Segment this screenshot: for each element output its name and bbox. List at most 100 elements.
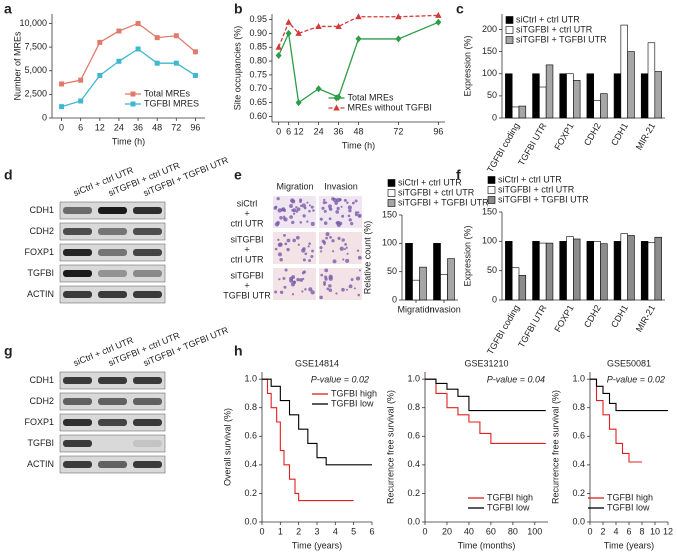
y-tick-label: 100 [482,68,497,78]
y-tick-label: 50 [387,266,397,276]
x-tick-label: 3 [314,526,319,536]
bar [586,73,594,119]
bar [539,86,547,119]
x-tick-label: 0 [259,526,264,536]
cell [283,217,288,222]
cell [325,236,329,240]
cell [307,245,310,248]
blot-band [63,249,92,256]
cell [321,239,325,243]
cell [291,220,295,225]
survival-curve [425,378,546,444]
annotation: P-value = 0.02 [607,374,665,384]
marker [192,49,198,55]
marker [275,43,282,50]
cell [279,290,284,294]
legend-label: TGFBI high [487,492,533,502]
micrograph-row-label: siTGFBI [231,270,264,280]
x-tick-label: TGFBI UTR [516,121,549,168]
legend-label: siTGFBI + TGFBI UTR [498,194,589,204]
blot-row-label: FOXP1 [24,247,54,257]
cell [323,198,326,202]
micrograph-row-label: + [244,280,249,290]
marker [333,94,340,102]
cell [289,215,293,219]
blot-band [63,398,92,405]
marker [192,72,198,78]
cell [343,248,347,251]
line [61,48,196,108]
x-tick-label: MIR-21 [634,121,657,152]
y-tick-label: 5,000 [24,65,47,75]
y-axis-label: Number of MREs [12,31,22,101]
y-tick-label: 0.75 [249,69,267,79]
y-tick-label: 0.90 [249,28,267,38]
cell [350,221,354,226]
bar [505,241,513,301]
cell [292,212,296,215]
legend-swatch [487,186,496,194]
y-axis-label: Recurrence free survival (%) [550,390,560,504]
blot-band [133,249,162,256]
x-tick-label: 8 [639,526,644,536]
cell [325,232,330,237]
bar [433,243,441,301]
bar [566,236,574,301]
x-axis-label: Time (h) [342,140,375,150]
annotation: P-value = 0.04 [487,374,545,384]
cell [283,234,286,237]
blot-band [98,228,127,235]
marker [173,33,179,39]
cell [282,276,286,280]
marker [59,104,65,110]
cell [281,207,286,211]
x-tick-label: 0 [587,526,592,536]
x-tick-label: TGFBI coding [485,303,521,356]
marker [355,13,362,20]
blot-row-label: CDH2 [29,396,54,406]
y-tick-label: 1.0 [244,374,257,384]
x-tick-label: CDH1 [609,303,630,329]
cell [340,205,343,208]
bar [505,73,513,119]
cell [345,288,348,291]
bar [593,241,601,301]
blot-band [63,228,92,235]
blot-band [98,207,127,214]
legend-swatch [505,36,514,44]
chart-title: GSE50081 [607,358,651,368]
x-tick-label: 24 [114,122,124,132]
cell [302,277,305,280]
cell [337,236,341,240]
blot-band [133,398,162,405]
blot-row-label: TGFBI [28,438,55,448]
cell [306,220,309,223]
y-axis-label: Relative count (%) [362,221,372,295]
cell [336,206,340,211]
blot-band [98,270,127,277]
marker [275,52,282,60]
y-tick-label: 150 [482,206,497,216]
bar [539,242,547,301]
cell [295,206,298,209]
cell [335,292,338,295]
cell [296,277,300,282]
x-tick-label: 2 [296,526,301,536]
legend-label: TGFBI low [607,502,650,512]
cell [356,249,360,252]
legend-label: TGFBI low [331,398,374,408]
x-tick-label: 1 [278,526,283,536]
y-tick-label: 0 [492,294,497,304]
blot-row-label: CDH1 [29,375,54,385]
y-tick-label: 0 [392,294,397,304]
x-tick-label: 4 [333,526,338,536]
cell [328,204,332,209]
panel-label: d [4,167,13,183]
cell [308,209,311,213]
y-tick-label: 0 [42,112,47,122]
x-tick-label: 10 [650,526,660,536]
micrograph-column-label: Migration [276,181,313,191]
bar [640,241,649,301]
micrograph-row-label: + [244,208,249,218]
y-tick-label: 0.0 [572,516,585,526]
